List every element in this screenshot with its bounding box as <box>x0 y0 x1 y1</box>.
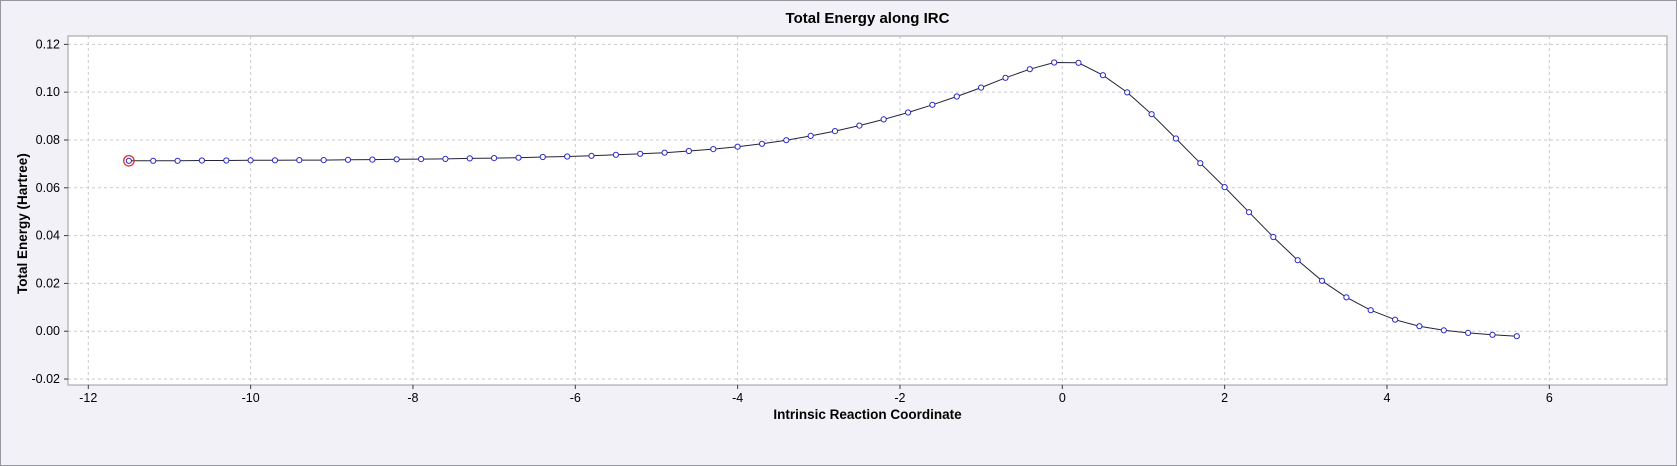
data-point-marker[interactable] <box>1026 66 1033 73</box>
data-point-marker[interactable] <box>1489 331 1496 338</box>
data-point-marker[interactable] <box>223 157 230 164</box>
plot-frame <box>67 35 1668 386</box>
data-point-marker[interactable] <box>1392 316 1399 323</box>
x-axis-title: Intrinsic Reaction Coordinate <box>773 407 962 422</box>
data-point-marker[interactable] <box>1051 59 1058 66</box>
selected-point-ring <box>123 154 135 167</box>
plot-area <box>68 36 1667 385</box>
data-point-marker[interactable] <box>344 156 352 163</box>
data-point-marker[interactable] <box>515 154 522 161</box>
data-point-marker[interactable] <box>734 143 741 150</box>
data-point-marker[interactable] <box>1440 327 1447 334</box>
data-point-marker[interactable] <box>1075 59 1082 66</box>
data-point-marker[interactable] <box>905 109 912 116</box>
data-point-marker[interactable] <box>831 128 839 135</box>
data-point-marker[interactable] <box>1221 184 1228 191</box>
x-tick-label: -12 <box>79 391 97 405</box>
data-point-marker[interactable] <box>393 156 400 163</box>
data-point-marker[interactable] <box>588 152 595 159</box>
data-point-marker[interactable] <box>1124 89 1131 96</box>
y-tick-label: -0.02 <box>32 372 61 386</box>
energy-curve <box>128 61 1517 337</box>
x-tick-label: -4 <box>732 391 743 405</box>
data-point-marker[interactable] <box>685 147 693 155</box>
data-point-marker[interactable] <box>1416 323 1423 330</box>
data-point-marker[interactable] <box>1099 72 1107 79</box>
y-tick-label: 0.10 <box>36 85 60 99</box>
data-point-marker[interactable] <box>637 150 644 157</box>
x-tick-label: 2 <box>1221 391 1228 405</box>
data-point-marker[interactable] <box>150 157 157 164</box>
x-tick-label: -6 <box>570 391 581 405</box>
data-point-marker[interactable] <box>1245 209 1253 216</box>
data-point-marker[interactable] <box>491 155 498 162</box>
data-point-marker[interactable] <box>1294 257 1301 264</box>
data-point-marker[interactable] <box>1270 233 1277 241</box>
data-point-marker[interactable] <box>271 157 279 164</box>
data-point-marker[interactable] <box>442 155 449 162</box>
data-point-marker[interactable] <box>296 157 303 164</box>
x-tick-label: 0 <box>1059 391 1066 405</box>
data-point-marker[interactable] <box>783 137 790 144</box>
y-tick-label: 0.12 <box>36 37 60 51</box>
data-point-marker[interactable] <box>1172 135 1180 142</box>
data-point-marker[interactable] <box>1318 277 1326 284</box>
data-point-marker[interactable] <box>953 93 960 100</box>
data-point-marker[interactable] <box>1002 74 1009 81</box>
y-tick-label: 0.04 <box>36 229 60 243</box>
chart-title: Total Energy along IRC <box>785 10 950 27</box>
data-point-marker[interactable] <box>856 122 863 129</box>
x-tick-label: 6 <box>1546 391 1553 405</box>
y-tick-label: 0.02 <box>36 276 60 290</box>
data-point-marker[interactable] <box>1367 307 1374 314</box>
data-point-marker[interactable] <box>1343 294 1350 301</box>
data-point-marker[interactable] <box>807 132 814 139</box>
data-point-marker[interactable] <box>174 157 181 164</box>
data-point-marker[interactable] <box>247 157 254 164</box>
data-point-marker[interactable] <box>564 153 571 160</box>
data-point-marker[interactable] <box>418 156 425 163</box>
data-point-marker[interactable] <box>1513 333 1520 340</box>
data-point-marker[interactable] <box>539 153 546 161</box>
x-tick-label: 4 <box>1383 391 1390 405</box>
data-point-marker[interactable] <box>466 155 473 162</box>
y-tick-label: 0.08 <box>36 133 60 147</box>
x-tick-label: -10 <box>242 391 260 405</box>
data-point-marker[interactable] <box>369 156 376 163</box>
data-point-marker[interactable] <box>612 151 620 158</box>
data-point-marker[interactable] <box>1148 111 1155 118</box>
data-point-marker[interactable] <box>198 157 205 164</box>
y-tick-label: 0.06 <box>36 181 60 195</box>
x-tick-label: -2 <box>894 391 905 405</box>
data-point-marker[interactable] <box>1465 329 1472 336</box>
data-point-marker[interactable] <box>125 157 133 164</box>
data-point-marker[interactable] <box>978 84 985 91</box>
data-point-marker[interactable] <box>880 116 887 123</box>
x-tick-label: -8 <box>407 391 418 405</box>
data-point-marker[interactable] <box>661 149 668 156</box>
data-point-marker[interactable] <box>710 146 717 153</box>
data-point-marker[interactable] <box>758 140 766 147</box>
data-point-marker[interactable] <box>1197 160 1204 167</box>
data-point-marker[interactable] <box>320 157 327 164</box>
y-axis-title: Total Energy (Hartree) <box>15 153 30 294</box>
data-point-marker[interactable] <box>929 101 936 108</box>
y-tick-label: 0.00 <box>36 324 60 338</box>
